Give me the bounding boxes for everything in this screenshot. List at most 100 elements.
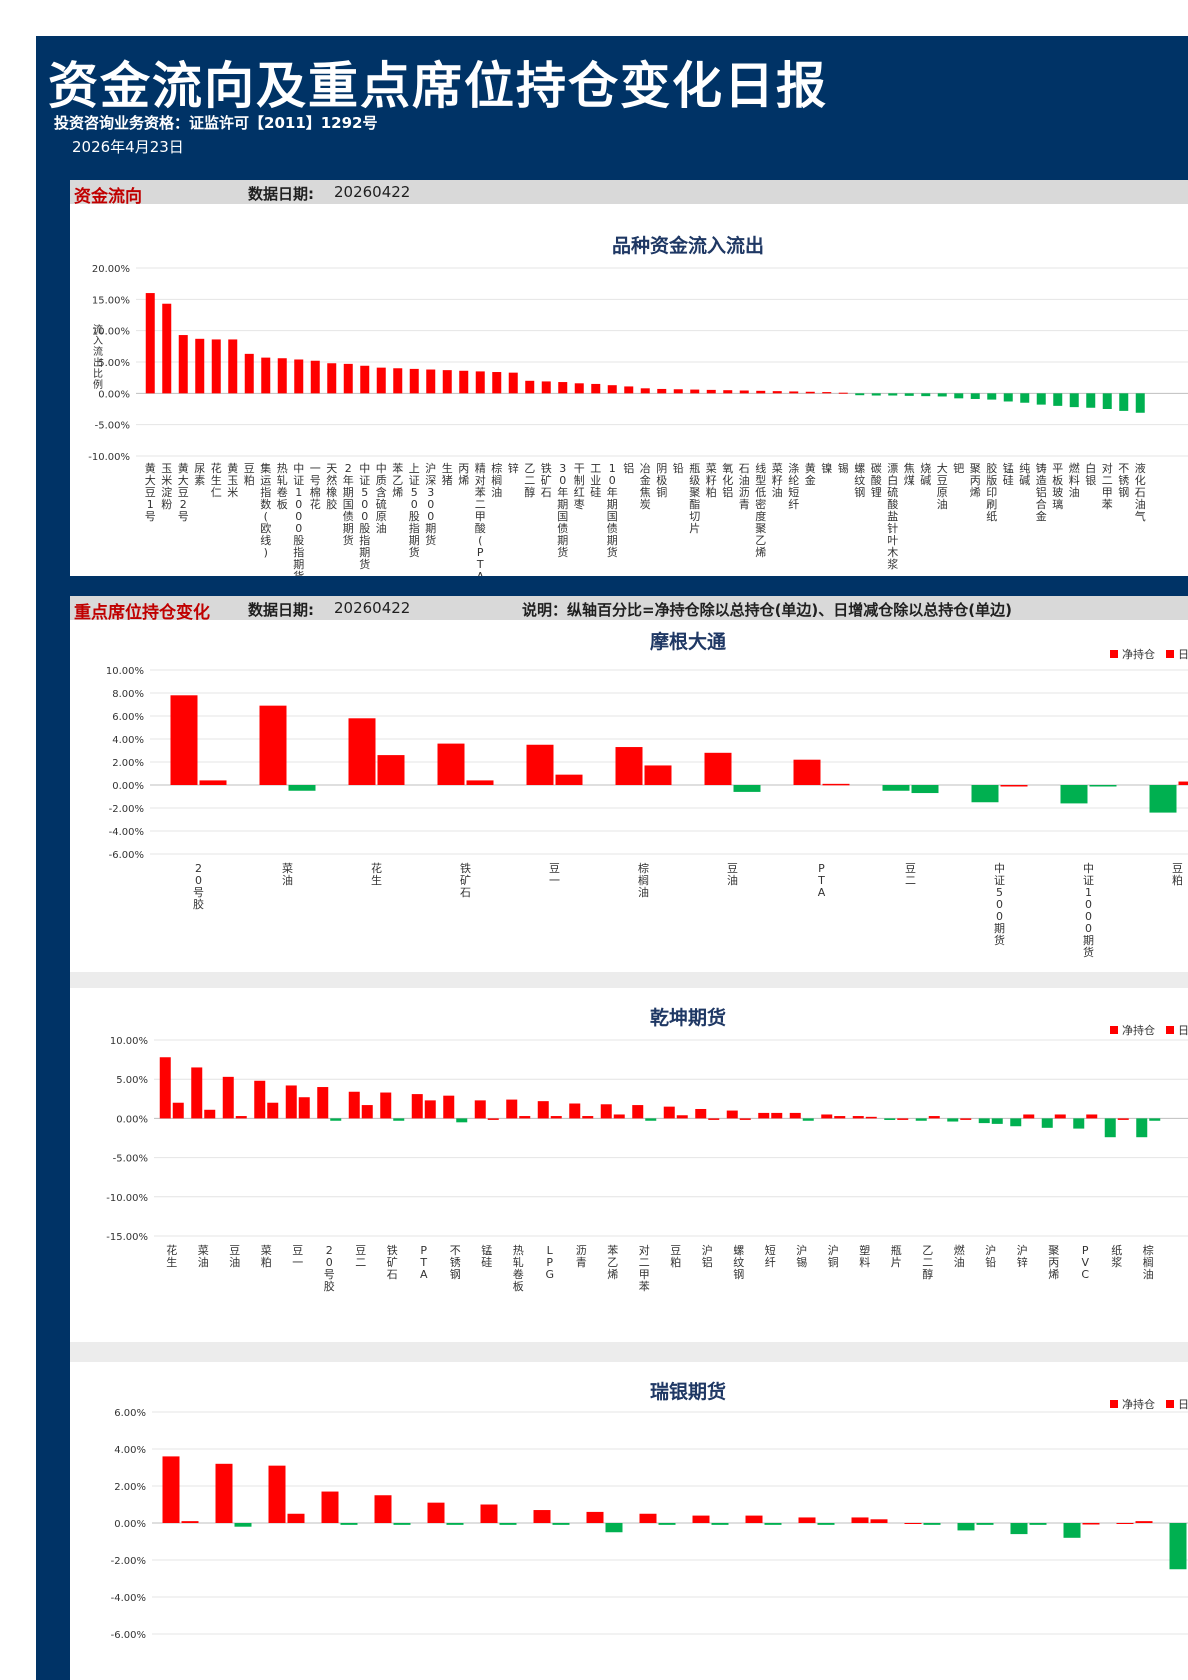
char: 铝 (1036, 485, 1047, 499)
char: 证 (293, 474, 304, 487)
char: 货 (425, 533, 436, 547)
bar-daily-change (287, 1513, 305, 1523)
y-tick-label: -6.00% (109, 850, 144, 861)
x-tick-label: 阴极铜 (656, 462, 667, 499)
char: 数 (260, 498, 271, 511)
char: 尿 (194, 462, 205, 475)
char: 线 (260, 533, 271, 547)
char: 3 (427, 486, 434, 499)
bar-net-position (268, 1465, 286, 1523)
char: 棉 (310, 485, 321, 499)
x-tick-label: 锡 (838, 461, 849, 475)
char: 对 (475, 473, 486, 487)
char: 证 (994, 874, 1005, 887)
char: 酸 (887, 497, 898, 511)
char: 铅 (673, 461, 684, 475)
char: 债 (607, 521, 618, 535)
bar-net-position (1136, 1118, 1148, 1138)
char: 粕 (1172, 873, 1183, 887)
legend-swatch (1166, 1026, 1174, 1034)
char: 沪 (1017, 1243, 1028, 1257)
char: 淀 (161, 485, 172, 499)
char: 青 (739, 498, 750, 511)
bar-net-position (374, 1495, 392, 1523)
char: 期 (343, 486, 354, 499)
bar-daily-change (519, 1116, 531, 1119)
char: 菜 (282, 862, 293, 875)
y-tick-label: 15.00% (92, 295, 130, 306)
char: 0 (609, 474, 616, 487)
bar-daily-change (199, 780, 227, 785)
x-tick-label: 纯碱 (1019, 462, 1030, 487)
bar-daily-change (1023, 1114, 1035, 1119)
bar-daily-change (424, 1100, 436, 1119)
char: 针 (887, 521, 898, 535)
x-tick-label: 菜籽油 (772, 462, 783, 499)
bar (1135, 393, 1145, 413)
bar (1020, 393, 1030, 403)
bar-daily-change (234, 1523, 252, 1527)
bar-net-position (957, 1523, 975, 1531)
char: 期 (359, 546, 370, 559)
char: 瓶 (689, 461, 700, 475)
char: 号 (145, 510, 156, 523)
char: 国 (343, 498, 354, 511)
char: P (818, 862, 825, 875)
x-tick-label: 豆粕 (670, 1244, 681, 1269)
bar-net-position (632, 1105, 644, 1119)
bar-daily-change (711, 1523, 729, 1525)
char: 烯 (1048, 1268, 1059, 1281)
char: 油 (282, 873, 293, 887)
char: 棕 (1143, 1243, 1154, 1257)
char: 0 (361, 510, 368, 523)
x-tick-label: 沪锌 (1017, 1243, 1028, 1269)
bar-net-position (639, 1513, 657, 1523)
bar-daily-change (897, 1118, 909, 1120)
char: 油 (198, 1255, 209, 1269)
x-tick-label: 苯乙烯 (607, 1243, 618, 1281)
char: 石 (1135, 486, 1146, 499)
bar (822, 392, 832, 394)
char: 油 (1069, 485, 1080, 499)
bar-daily-change (377, 755, 405, 785)
bar (244, 353, 254, 394)
bar (591, 383, 601, 394)
x-tick-label: 菜油 (198, 1244, 209, 1269)
x-tick-label: 短纤 (765, 1243, 776, 1269)
bar-daily-change (487, 1118, 499, 1120)
x-tick-label: 棕榈油 (1143, 1243, 1154, 1281)
legend-swatch (1166, 1400, 1174, 1408)
char: A (818, 886, 826, 899)
y-tick-label: 2.00% (114, 1482, 146, 1493)
char: 0 (1085, 922, 1092, 935)
char: 0 (361, 498, 368, 511)
char: T (419, 1256, 427, 1269)
char: 期 (409, 534, 420, 547)
x-tick-label: 钯 (953, 462, 964, 475)
bar (541, 381, 551, 394)
char: 号 (193, 886, 204, 899)
char: 沥 (739, 486, 750, 499)
x-tick-label: 碳酸锂 (871, 461, 882, 499)
char: 货 (607, 545, 618, 559)
char: 豆 (145, 486, 156, 499)
positions-date-label: 数据日期: (248, 601, 314, 619)
x-tick-label: 燃油 (954, 1243, 965, 1269)
x-tick-label: 豆粕 (1172, 862, 1183, 887)
fund-flow-section-bar: 资金流向 数据日期: 20260422 (70, 180, 1188, 207)
legend-label: 日增减仓 (1178, 1397, 1188, 1411)
bar-daily-change (582, 1116, 594, 1119)
bar-daily-change (708, 1118, 720, 1120)
char: 0 (559, 474, 566, 487)
bar-net-position (569, 1103, 581, 1119)
x-tick-label: 螺纹钢 (733, 1244, 744, 1281)
char: 花 (166, 1244, 177, 1257)
